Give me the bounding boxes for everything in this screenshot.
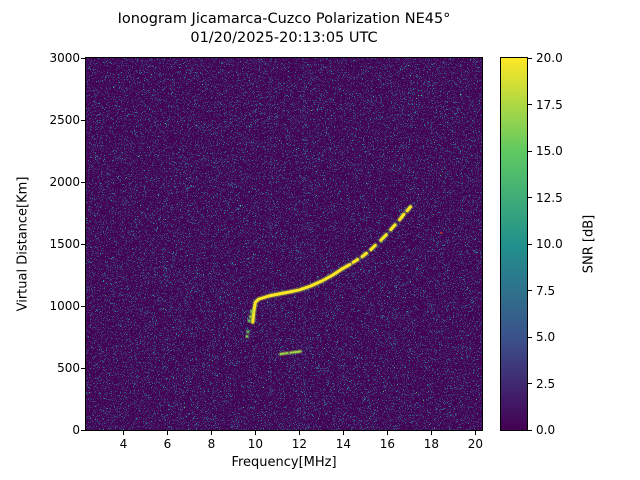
colorbar-tick-mark: [528, 197, 532, 198]
x-tick-label: 8: [207, 437, 216, 451]
colorbar-tick-label: 15.0: [536, 144, 563, 158]
chart-title-block: Ionogram Jicamarca-Cuzco Polarization NE…: [86, 10, 482, 48]
y-tick-mark: [81, 429, 85, 431]
colorbar-tick-label: 17.5: [536, 97, 563, 112]
y-tick-mark: [81, 243, 85, 245]
y-tick-mark: [81, 57, 85, 59]
x-tick-mark: [386, 431, 388, 435]
x-tick-mark: [122, 431, 124, 435]
colorbar-tick-label: 2.5: [536, 376, 556, 391]
y-tick-label: 1000: [49, 299, 80, 313]
x-tick-mark: [298, 431, 300, 435]
colorbar-gradient-canvas: [500, 57, 528, 431]
y-tick-mark: [81, 181, 85, 183]
x-tick-label: 4: [119, 437, 128, 451]
x-tick-label: 6: [163, 437, 172, 451]
x-tick-label: 10: [247, 437, 264, 451]
colorbar-tick-label: 12.5: [536, 190, 563, 205]
colorbar-tick-mark: [528, 336, 532, 338]
y-tick-label: 0: [72, 423, 80, 437]
colorbar-tick-label: 10.0: [536, 237, 563, 251]
colorbar-tick-mark: [528, 383, 532, 384]
ionogram-heatmap-canvas: [85, 57, 483, 431]
colorbar-tick-mark: [528, 429, 532, 431]
colorbar-tick-label: 5.0: [536, 330, 556, 344]
x-tick-label: 14: [335, 437, 352, 451]
colorbar-tick-mark: [528, 150, 532, 152]
x-tick-mark: [254, 431, 256, 435]
colorbar-tick-mark: [528, 290, 532, 291]
x-tick-mark: [166, 431, 168, 435]
x-tick-mark: [210, 431, 212, 435]
x-axis-label: Frequency[MHz]: [231, 455, 337, 470]
colorbar-tick-mark: [528, 57, 532, 59]
x-tick-label: 12: [291, 437, 308, 451]
x-tick-label: 18: [423, 437, 440, 451]
x-tick-mark: [474, 431, 476, 435]
colorbar-label: SNR [dB]: [581, 214, 597, 274]
y-tick-label: 2500: [49, 113, 80, 127]
y-tick-mark: [81, 305, 85, 307]
y-tick-label: 3000: [49, 51, 80, 65]
x-tick-mark: [430, 431, 432, 435]
x-tick-mark: [342, 431, 344, 435]
colorbar-tick-mark: [528, 243, 532, 245]
x-tick-label: 16: [379, 437, 396, 451]
colorbar-tick-label: 20.0: [536, 51, 563, 65]
y-tick-mark: [81, 367, 85, 369]
y-tick-label: 500: [57, 361, 80, 375]
chart-subtitle: 01/20/2025-20:13:05 UTC: [190, 30, 378, 46]
colorbar-tick-mark: [528, 104, 532, 105]
x-tick-label: 20: [467, 437, 484, 451]
chart-title: Ionogram Jicamarca-Cuzco Polarization NE…: [117, 11, 451, 27]
colorbar-tick-label: 0.0: [536, 423, 556, 437]
y-axis-label: Virtual Distance[Km]: [15, 176, 31, 312]
y-tick-label: 1500: [49, 237, 80, 251]
y-tick-mark: [81, 119, 85, 121]
colorbar-tick-label: 7.5: [536, 283, 556, 298]
y-tick-label: 2000: [49, 175, 80, 189]
